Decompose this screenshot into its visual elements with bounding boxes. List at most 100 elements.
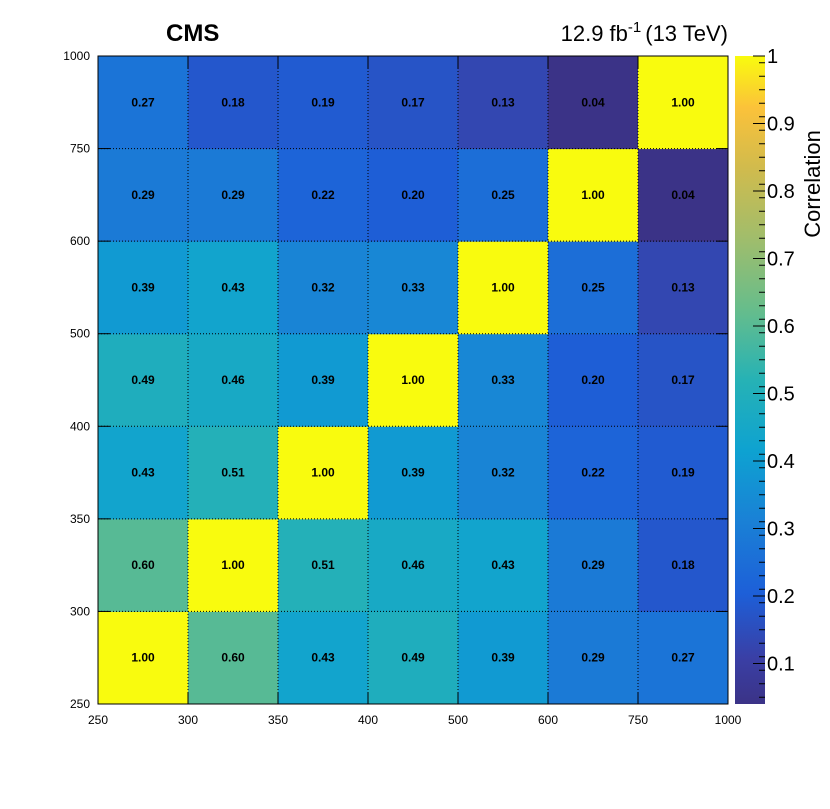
cell-value-label: 0.18 bbox=[221, 95, 245, 109]
heatmap-cell bbox=[368, 518, 459, 612]
heatmap-cell bbox=[548, 148, 639, 242]
heatmap-cell bbox=[98, 148, 189, 242]
cell-value-label: 1.00 bbox=[401, 373, 425, 387]
heatmap-cell bbox=[278, 426, 369, 520]
heatmap-cell bbox=[188, 148, 279, 242]
heatmap-cell bbox=[458, 518, 549, 612]
lumi-exponent: -1 bbox=[628, 19, 641, 36]
heatmap-cell bbox=[278, 333, 369, 427]
lumi-value: 12.9 fb bbox=[561, 21, 628, 46]
grid-lines bbox=[98, 56, 728, 704]
experiment-label: CMS bbox=[166, 20, 219, 47]
cell-values: 1.00 0.60 0.43 0.49 0.39 0.29 0.27 0.60 1.00 0.51… bbox=[131, 95, 695, 664]
cell-value-label: 0.33 bbox=[491, 373, 515, 387]
colorbar bbox=[735, 56, 765, 704]
heatmap-cell bbox=[278, 148, 369, 242]
heatmap-cell bbox=[638, 333, 729, 427]
heatmap-cell bbox=[278, 241, 369, 335]
cell-value-label: 0.13 bbox=[491, 95, 515, 109]
cell-value-label: 0.49 bbox=[131, 373, 155, 387]
lumi-energy: (13 TeV) bbox=[645, 21, 728, 46]
heatmap-cell bbox=[188, 518, 279, 612]
heatmap-cell bbox=[98, 426, 189, 520]
heatmap-cell bbox=[278, 56, 369, 150]
y-tick-label: 1000 bbox=[63, 49, 90, 63]
cell-value-label: 0.32 bbox=[311, 280, 335, 294]
heatmap-cell bbox=[278, 611, 369, 705]
heatmap-cell bbox=[548, 241, 639, 335]
heatmap-cell bbox=[548, 56, 639, 150]
x-tick-label: 750 bbox=[628, 713, 648, 727]
colorbar-ticks: 0.1 0.2 0.3 0.4 0.5 0.6 0.7 0.8 0.9 1 bbox=[753, 46, 795, 698]
y-tick-label: 750 bbox=[70, 142, 90, 156]
y-tick-label: 400 bbox=[70, 419, 90, 433]
plot-frame bbox=[97, 55, 729, 705]
y-tick-label: 250 bbox=[70, 697, 90, 711]
cell-value-label: 0.19 bbox=[311, 95, 335, 109]
y-tick-label: 350 bbox=[70, 512, 90, 526]
x-tick-label: 1000 bbox=[715, 713, 742, 727]
axis-ticks: 250 300 350 400 500 600 750 1000 250 300 350 400 500… bbox=[63, 49, 741, 727]
heatmap-cell bbox=[188, 426, 279, 520]
heatmap-cell bbox=[368, 426, 459, 520]
cell-value-label: 0.19 bbox=[671, 466, 695, 480]
heatmap-cell bbox=[98, 56, 189, 150]
luminosity-label: 12.9 fb-1 (13 TeV) bbox=[561, 19, 728, 46]
colorbar-label: Correlation bbox=[800, 130, 825, 238]
cell-value-label: 0.22 bbox=[311, 188, 335, 202]
cell-value-label: 0.25 bbox=[581, 280, 605, 294]
cell-value-label: 0.39 bbox=[491, 651, 515, 665]
heatmap-cell bbox=[188, 333, 279, 427]
colorbar-tick-label: 0.4 bbox=[767, 451, 795, 473]
cell-value-label: 0.51 bbox=[311, 558, 335, 572]
heatmap-cell bbox=[458, 426, 549, 520]
x-tick-label: 500 bbox=[448, 713, 468, 727]
cell-value-label: 0.20 bbox=[581, 373, 605, 387]
heatmap-cell bbox=[458, 148, 549, 242]
cell-value-label: 0.39 bbox=[311, 373, 335, 387]
heatmap-cell bbox=[548, 426, 639, 520]
x-tick-label: 250 bbox=[88, 713, 108, 727]
cell-value-label: 0.39 bbox=[131, 280, 155, 294]
colorbar-tick-label: 0.2 bbox=[767, 586, 795, 608]
cell-value-label: 1.00 bbox=[491, 280, 515, 294]
heatmap-cells bbox=[98, 56, 729, 705]
y-tick-label: 600 bbox=[70, 234, 90, 248]
cell-value-label: 0.33 bbox=[401, 280, 425, 294]
cell-value-label: 0.60 bbox=[221, 651, 245, 665]
heatmap-cell bbox=[188, 611, 279, 705]
cell-value-label: 0.22 bbox=[581, 466, 605, 480]
heatmap-cell bbox=[638, 426, 729, 520]
heatmap-cell bbox=[98, 241, 189, 335]
cell-value-label: 0.17 bbox=[401, 95, 425, 109]
heatmap-cell bbox=[188, 241, 279, 335]
heatmap-cell bbox=[638, 148, 729, 242]
cell-value-label: 0.27 bbox=[131, 95, 155, 109]
colorbar-tick-label: 0.8 bbox=[767, 181, 795, 203]
colorbar-tick-label: 0.6 bbox=[767, 316, 795, 338]
cell-value-label: 0.43 bbox=[221, 280, 245, 294]
heatmap-cell bbox=[458, 56, 549, 150]
heatmap-cell bbox=[98, 518, 189, 612]
cell-value-label: 0.29 bbox=[581, 558, 605, 572]
x-tick-label: 300 bbox=[178, 713, 198, 727]
heatmap-cell bbox=[638, 611, 729, 705]
heatmap-cell bbox=[98, 333, 189, 427]
x-tick-label: 600 bbox=[538, 713, 558, 727]
heatmap-cell bbox=[368, 241, 459, 335]
heatmap-cell bbox=[368, 56, 459, 150]
cell-value-label: 0.04 bbox=[581, 95, 605, 109]
cell-value-label: 0.49 bbox=[401, 651, 425, 665]
cell-value-label: 0.13 bbox=[671, 280, 695, 294]
cell-value-label: 0.43 bbox=[491, 558, 515, 572]
colorbar-tick-label: 0.9 bbox=[767, 114, 795, 136]
cell-value-label: 0.39 bbox=[401, 466, 425, 480]
y-tick-label: 500 bbox=[70, 327, 90, 341]
cell-value-label: 0.29 bbox=[221, 188, 245, 202]
colorbar-tick-label: 0.5 bbox=[767, 384, 795, 406]
cell-value-label: 0.32 bbox=[491, 466, 515, 480]
cell-value-label: 0.20 bbox=[401, 188, 425, 202]
cell-value-label: 0.18 bbox=[671, 558, 695, 572]
x-tick-label: 400 bbox=[358, 713, 378, 727]
